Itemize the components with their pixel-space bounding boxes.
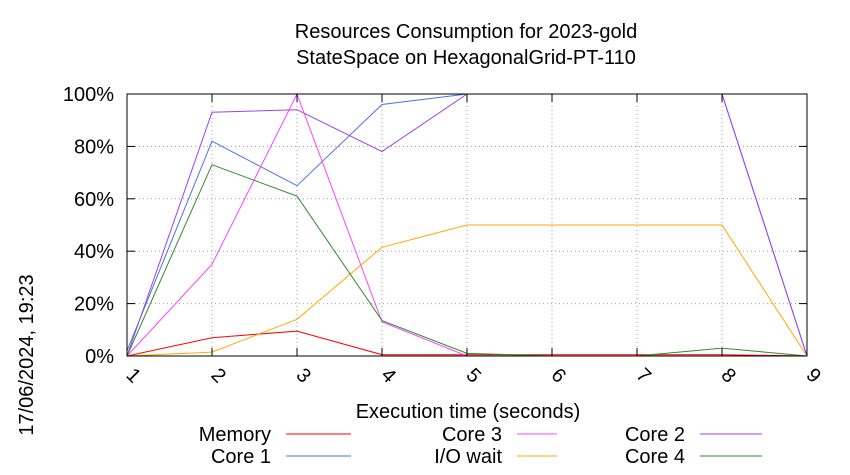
y-tick-label: 40% xyxy=(74,241,114,263)
grid-lines xyxy=(127,94,807,356)
y-tick-label: 0% xyxy=(85,346,114,368)
x-axis-ticks: 1 2 3 4 5 6 7 8 9 xyxy=(122,94,825,387)
chart-title-line2: StateSpace on HexagonalGrid-PT-110 xyxy=(296,47,636,69)
x-tick-label: 9 xyxy=(802,364,825,387)
series-line-core-4 xyxy=(126,164,808,357)
y-tick-label: 100% xyxy=(63,84,114,106)
legend-label-core-1: Core 1 xyxy=(211,446,271,468)
legend-label-i-o-wait: I/O wait xyxy=(434,446,502,468)
legend-label-core-3: Core 3 xyxy=(442,424,502,446)
x-axis-label: Execution time (seconds) xyxy=(356,401,581,423)
x-tick-label: 7 xyxy=(632,364,655,387)
series-lines xyxy=(126,92,808,357)
legend-label-core-4: Core 4 xyxy=(625,446,685,468)
x-tick-label: 4 xyxy=(377,364,400,387)
chart-title-line1: Resources Consumption for 2023-gold xyxy=(295,21,637,43)
x-tick-label: 2 xyxy=(207,364,230,387)
timestamp-label: 17/06/2024, 19:23 xyxy=(16,274,38,435)
series-line-i-o-wait xyxy=(126,224,808,357)
x-tick-label: 8 xyxy=(717,364,740,387)
y-tick-label: 80% xyxy=(74,136,114,158)
x-tick-label: 1 xyxy=(122,364,145,387)
legend-label-memory: Memory xyxy=(199,424,271,446)
legend-label-core-2: Core 2 xyxy=(625,424,685,446)
x-tick-label: 3 xyxy=(292,364,315,387)
y-tick-label: 60% xyxy=(74,189,114,211)
x-tick-label: 6 xyxy=(547,364,570,387)
x-tick-label: 5 xyxy=(462,364,485,387)
y-axis-ticks: 0% 20% 40% 60% 80% 100% xyxy=(63,84,807,368)
y-tick-label: 20% xyxy=(74,294,114,316)
